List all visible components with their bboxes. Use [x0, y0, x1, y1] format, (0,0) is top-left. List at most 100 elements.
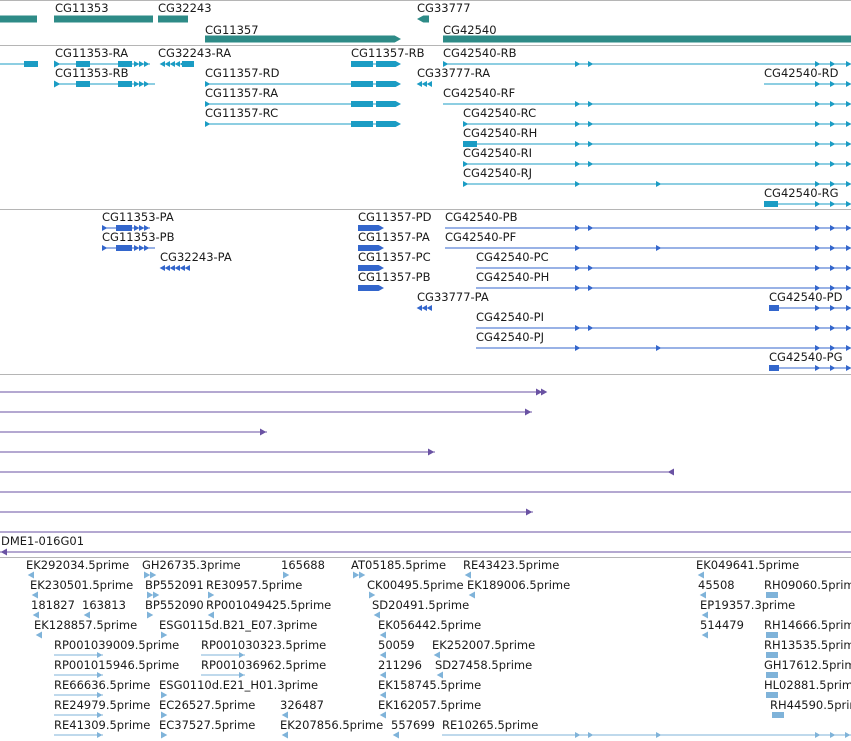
feature-label-e43: RH44590.5prime	[770, 698, 851, 712]
cds	[575, 285, 581, 291]
exon	[815, 201, 821, 207]
exon	[463, 161, 469, 167]
exon	[575, 61, 581, 67]
est-glyph	[97, 712, 103, 718]
feature-label-t-cg42540-rf: CG42540-RF	[443, 86, 515, 100]
feature-label-e45: EC37527.5prime	[159, 718, 255, 732]
feature-label-e37: EK158745.5prime	[378, 678, 481, 692]
exon	[846, 81, 851, 87]
feature-label-e20: EK128857.5prime	[34, 618, 137, 632]
feature-label-p-cg11357-pb: CG11357-PB	[358, 270, 431, 284]
est-glyph	[766, 652, 778, 658]
est-glyph	[207, 611, 214, 619]
exon	[656, 181, 662, 187]
est-glyph	[701, 631, 708, 639]
feature-label-e13: RH09060.5prime	[764, 578, 851, 592]
cds	[575, 345, 581, 351]
feature-label-e48: RE10265.5prime	[442, 718, 538, 732]
feature-label-p-cg42540-pg: CG42540-PG	[769, 350, 843, 364]
est-glyph	[697, 571, 704, 579]
cds	[116, 225, 132, 231]
cds	[830, 305, 836, 311]
est-glyph	[699, 591, 706, 599]
est-glyph	[35, 631, 42, 639]
cds	[134, 225, 140, 231]
feature-label-e44: RE41309.5prime	[54, 718, 150, 732]
est-glyph	[373, 611, 380, 619]
est-glyph	[369, 591, 376, 599]
feature-label-p-cg42540-pb: CG42540-PB	[445, 210, 518, 224]
cds	[575, 265, 581, 271]
feature-label-p-cg11357-pc: CG11357-PC	[358, 250, 431, 264]
cds	[179, 265, 185, 271]
cds	[588, 265, 594, 271]
est-glyph	[379, 631, 386, 639]
est-glyph	[283, 571, 290, 579]
feature-label-t-cg42540-rj: CG42540-RJ	[463, 166, 532, 180]
cds	[416, 305, 422, 311]
exon	[118, 61, 132, 67]
est-glyph	[147, 611, 154, 619]
alignment-end	[526, 508, 533, 516]
exon	[846, 61, 851, 67]
feature-label-p-cg33777-pa: CG33777-PA	[417, 290, 489, 304]
est-glyph	[32, 611, 39, 619]
feature-label-e41: 326487	[280, 698, 324, 712]
exon	[815, 161, 821, 167]
cds	[159, 265, 165, 271]
est-glyph	[83, 611, 90, 619]
feature-label-t-cg42540-rd: CG42540-RD	[764, 66, 839, 80]
est-glyph	[281, 731, 288, 739]
exon	[830, 161, 836, 167]
est-glyph	[359, 571, 366, 579]
cds	[815, 325, 821, 331]
feature-label-e3: 165688	[281, 558, 325, 572]
exon	[426, 81, 432, 87]
cds	[575, 225, 581, 231]
est-glyph	[468, 591, 475, 599]
cds	[169, 265, 175, 271]
gene-glyph	[54, 15, 153, 23]
exon	[144, 81, 150, 87]
est-glyph	[144, 571, 151, 579]
cds	[830, 225, 836, 231]
exon	[421, 81, 427, 87]
exon	[54, 80, 61, 88]
feature-label-t-cg11357-rb: CG11357-RB	[351, 46, 425, 60]
feature-label-p-cg42540-pc: CG42540-PC	[476, 250, 549, 264]
feature-label-g-cg33777: CG33777	[417, 1, 471, 15]
cds	[102, 225, 108, 231]
exon	[24, 61, 38, 67]
exon	[815, 61, 821, 67]
gene-glyph	[443, 35, 851, 43]
exon	[443, 61, 449, 67]
cds	[134, 245, 140, 251]
feature-label-e42: EK162057.5prime	[378, 698, 481, 712]
cds	[846, 245, 851, 251]
est-glyph	[766, 592, 778, 598]
exon	[815, 181, 821, 187]
cds	[164, 265, 170, 271]
exon	[575, 181, 581, 187]
cds	[656, 245, 662, 251]
feature-label-e24: RH14666.5prime	[764, 618, 851, 632]
cds	[815, 245, 821, 251]
feature-label-e36: ESG0110d.E21_H01.3prime	[159, 678, 318, 692]
est-glyph	[147, 591, 154, 599]
cds	[575, 245, 581, 251]
feature-label-p-cg32243-pa: CG32243-PA	[160, 250, 232, 264]
feature-label-e2: GH26735.3prime	[142, 558, 241, 572]
cds	[358, 245, 384, 251]
exon	[463, 121, 469, 127]
feature-label-e1: EK292034.5prime	[26, 558, 129, 572]
exon	[376, 81, 401, 87]
est-glyph	[772, 712, 784, 718]
feature-label-e18: SD20491.5prime	[372, 598, 469, 612]
exon	[846, 121, 851, 127]
feature-label-t-cg42540-ri: CG42540-RI	[463, 146, 532, 160]
feature-label-e30: RP001015946.5prime	[54, 658, 179, 672]
est-glyph	[766, 632, 778, 638]
est-glyph	[379, 671, 386, 679]
est-glyph	[392, 731, 399, 739]
